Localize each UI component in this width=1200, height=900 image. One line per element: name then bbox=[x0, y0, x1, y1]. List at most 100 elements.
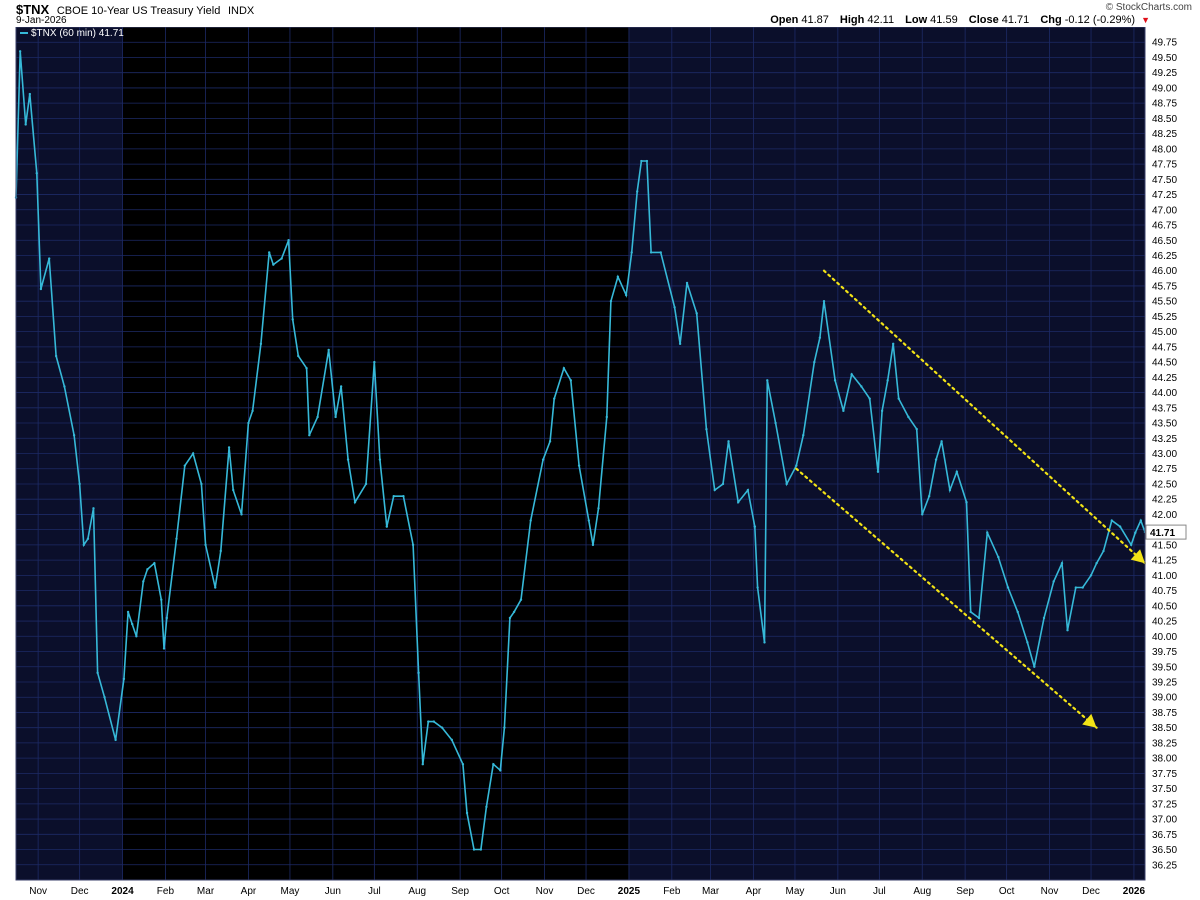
y-tick-label: 36.25 bbox=[1152, 860, 1177, 871]
y-tick-label: 44.00 bbox=[1152, 388, 1177, 399]
data-point bbox=[630, 251, 633, 254]
data-point bbox=[921, 513, 924, 516]
data-point bbox=[562, 367, 566, 370]
data-point bbox=[519, 598, 523, 601]
x-tick-label: May bbox=[786, 886, 805, 897]
y-tick-label: 43.25 bbox=[1152, 434, 1177, 445]
trendline-lower-arrowhead bbox=[1082, 713, 1097, 728]
y-tick-label: 44.25 bbox=[1152, 373, 1177, 384]
x-tick-label: Dec bbox=[71, 886, 89, 897]
data-point bbox=[685, 281, 689, 285]
data-point bbox=[659, 251, 662, 254]
data-point bbox=[450, 738, 454, 742]
data-point bbox=[18, 50, 22, 53]
data-point bbox=[756, 586, 759, 589]
low-label: Low bbox=[905, 14, 928, 26]
y-tick-label: 41.50 bbox=[1152, 540, 1177, 551]
data-point bbox=[219, 549, 222, 553]
data-point bbox=[721, 482, 725, 486]
x-tick-label: 2024 bbox=[111, 886, 134, 897]
data-point bbox=[86, 537, 90, 540]
trend-channel bbox=[795, 269, 1147, 729]
plot-border bbox=[15, 27, 1146, 881]
data-point bbox=[96, 671, 99, 675]
data-point bbox=[616, 275, 620, 279]
data-point bbox=[200, 482, 203, 486]
x-tick-label: Mar bbox=[197, 886, 215, 897]
symbol[interactable]: $TNX bbox=[16, 2, 50, 17]
open-label: Open bbox=[770, 14, 799, 26]
x-tick-label: Nov bbox=[29, 886, 47, 897]
data-point bbox=[378, 458, 382, 461]
y-tick-label: 46.50 bbox=[1152, 236, 1177, 247]
data-point bbox=[247, 421, 250, 425]
data-point bbox=[146, 568, 149, 571]
y-tick-label: 48.75 bbox=[1152, 99, 1177, 110]
data-point bbox=[63, 385, 66, 388]
data-point bbox=[955, 470, 959, 473]
data-point bbox=[860, 385, 863, 388]
data-point bbox=[965, 501, 968, 504]
price-chart[interactable]: $TNX (60 min) 41.71 36.25 36.50 36.75 37.00… bbox=[0, 27, 1200, 900]
data-point bbox=[753, 525, 757, 528]
data-point bbox=[605, 415, 608, 419]
y-tick-label: 36.50 bbox=[1152, 845, 1177, 856]
data-point bbox=[373, 360, 376, 364]
data-point bbox=[624, 293, 628, 297]
data-point bbox=[597, 507, 600, 510]
data-point bbox=[774, 421, 777, 425]
y-tick-label: 42.25 bbox=[1152, 495, 1177, 506]
data-point bbox=[440, 726, 444, 729]
data-point bbox=[78, 482, 81, 486]
data-points bbox=[14, 50, 1147, 851]
x-tick-label: Jun bbox=[325, 886, 341, 897]
data-point bbox=[353, 501, 357, 504]
data-point bbox=[940, 440, 943, 443]
high-value: 42.11 bbox=[867, 14, 895, 26]
data-point bbox=[1129, 543, 1133, 547]
y-tick-label: 38.75 bbox=[1152, 708, 1177, 719]
series-legend: $TNX (60 min) 41.71 bbox=[20, 28, 124, 39]
data-point bbox=[465, 811, 469, 815]
chg-value: -0.12 (-0.29%) bbox=[1064, 14, 1136, 26]
data-point bbox=[813, 360, 816, 364]
data-point bbox=[997, 555, 1000, 559]
title: $TNX CBOE 10-Year US Treasury Yield INDX bbox=[16, 2, 254, 17]
data-point bbox=[548, 440, 552, 443]
security-name: CBOE 10-Year US Treasury Yield bbox=[56, 5, 221, 17]
exchange: INDX bbox=[227, 5, 255, 17]
y-tick-label: 42.50 bbox=[1152, 479, 1177, 490]
data-point bbox=[1095, 561, 1098, 565]
x-tick-label: 2026 bbox=[1123, 886, 1146, 897]
data-point bbox=[818, 336, 822, 339]
data-point bbox=[82, 543, 85, 547]
data-point bbox=[609, 299, 613, 303]
data-point bbox=[645, 159, 649, 163]
data-point bbox=[640, 159, 643, 163]
data-point bbox=[705, 427, 708, 431]
trendline-upper bbox=[822, 269, 1147, 565]
x-tick-label: Nov bbox=[1041, 886, 1059, 897]
close-value: 41.71 bbox=[1001, 14, 1030, 26]
data-point bbox=[1118, 525, 1122, 528]
data-point bbox=[122, 677, 126, 681]
chart-header: $TNX CBOE 10-Year US Treasury Yield INDX… bbox=[0, 0, 1200, 27]
data-point bbox=[411, 543, 415, 547]
x-tick-label: Feb bbox=[157, 886, 175, 897]
data-point bbox=[227, 446, 231, 449]
data-point bbox=[297, 354, 300, 358]
data-point bbox=[316, 415, 319, 419]
data-point bbox=[291, 318, 294, 321]
y-tick-label: 47.25 bbox=[1152, 190, 1177, 201]
y-axis: 36.25 36.50 36.75 37.00 37.25 37.50 37.75 38.00… bbox=[1152, 38, 1177, 872]
data-point bbox=[54, 354, 58, 358]
y-tick-label: 44.75 bbox=[1152, 342, 1177, 353]
y-tick-label: 49.50 bbox=[1152, 53, 1177, 64]
data-point bbox=[232, 488, 235, 492]
watermark[interactable]: © StockCharts.com bbox=[1105, 2, 1192, 13]
data-point bbox=[1110, 519, 1113, 522]
ohlc-readout: Open 41.87 High 42.11 Low 41.59 Close 41.71 … bbox=[762, 14, 1150, 26]
data-point bbox=[907, 415, 910, 419]
data-point bbox=[28, 92, 32, 96]
data-point bbox=[737, 501, 740, 504]
